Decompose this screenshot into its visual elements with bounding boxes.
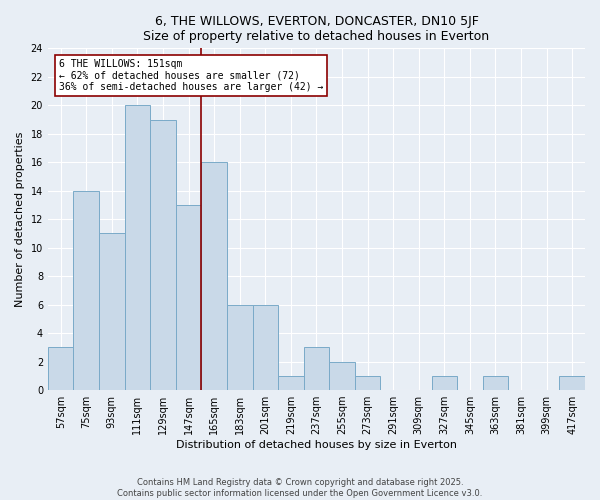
Bar <box>253 304 278 390</box>
Bar <box>48 348 73 390</box>
Title: 6, THE WILLOWS, EVERTON, DONCASTER, DN10 5JF
Size of property relative to detach: 6, THE WILLOWS, EVERTON, DONCASTER, DN10… <box>143 15 490 43</box>
Bar <box>73 190 99 390</box>
Bar <box>278 376 304 390</box>
Bar <box>304 348 329 390</box>
Bar <box>227 304 253 390</box>
Bar <box>202 162 227 390</box>
Bar <box>150 120 176 390</box>
Y-axis label: Number of detached properties: Number of detached properties <box>15 132 25 307</box>
Bar <box>176 205 202 390</box>
Bar <box>329 362 355 390</box>
Text: Contains HM Land Registry data © Crown copyright and database right 2025.
Contai: Contains HM Land Registry data © Crown c… <box>118 478 482 498</box>
Bar <box>559 376 585 390</box>
Bar <box>125 106 150 390</box>
Bar <box>431 376 457 390</box>
Text: 6 THE WILLOWS: 151sqm
← 62% of detached houses are smaller (72)
36% of semi-deta: 6 THE WILLOWS: 151sqm ← 62% of detached … <box>59 58 323 92</box>
Bar <box>482 376 508 390</box>
X-axis label: Distribution of detached houses by size in Everton: Distribution of detached houses by size … <box>176 440 457 450</box>
Bar <box>355 376 380 390</box>
Bar <box>99 234 125 390</box>
